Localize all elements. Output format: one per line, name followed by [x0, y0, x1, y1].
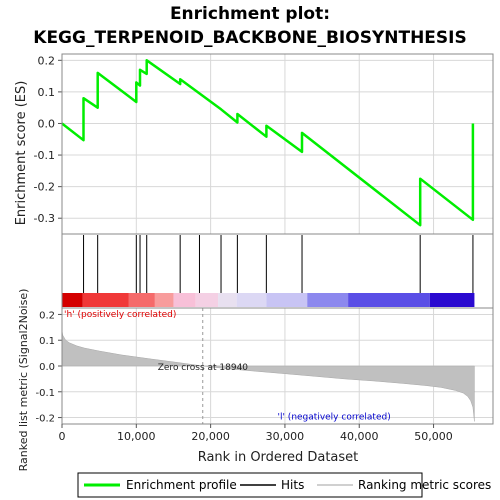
- legend-enrichment-label: Enrichment profile: [126, 478, 237, 492]
- metric-y-tick-label: -0.2: [35, 414, 55, 425]
- es-y-axis-label: Enrichment score (ES): [14, 81, 29, 226]
- ranking-color-band-segment: [236, 293, 267, 307]
- es-y-tick-label: -0.1: [34, 149, 55, 162]
- es-y-tick-label: 0.0: [38, 117, 56, 130]
- ranked-metric-panel: 0.2 0.1 0.0 -0.1 -0.2 Zero cross at 18940 'h' …: [35, 307, 494, 443]
- ranking-color-band-segment: [348, 293, 430, 307]
- ranking-color-band-segment: [195, 293, 219, 307]
- ranking-color-band-segment: [62, 293, 83, 307]
- ranking-color-band-segment: [307, 293, 349, 307]
- legend: Enrichment profile Hits Ranking metric s…: [77, 472, 491, 498]
- metric-y-tick-label: 0.0: [39, 362, 55, 373]
- es-y-tick-label: -0.3: [34, 212, 55, 225]
- metric-y-tick-label: -0.1: [35, 388, 55, 399]
- ranking-color-band-segment: [429, 293, 475, 307]
- enrichment-profile-line: [61, 59, 475, 227]
- es-plot-background: [62, 54, 493, 234]
- ranking-color-band-segment: [128, 293, 155, 307]
- hits-panel: [61, 233, 494, 309]
- ranking-color-band-segment: [218, 293, 237, 307]
- legend-box: [77, 472, 423, 498]
- x-tick-label: 20,000: [191, 430, 230, 443]
- chart-title-line1: Enrichment plot:: [170, 4, 330, 24]
- metric-y-tick-label: 0.1: [39, 336, 55, 347]
- es-y-tick-label: 0.1: [38, 86, 56, 99]
- x-tick-label: 0: [59, 430, 66, 443]
- x-tick-label: 50,000: [414, 430, 453, 443]
- zero-cross-label: Zero cross at 18940: [158, 363, 249, 373]
- x-tick-label: 40,000: [340, 430, 379, 443]
- x-tick-label: 30,000: [266, 430, 305, 443]
- x-tick-label: 10,000: [117, 430, 156, 443]
- enrichment-score-panel: 0.2 0.1 0.0 -0.1 -0.2 -0.3: [34, 53, 494, 235]
- ranking-color-band-segment: [173, 293, 196, 307]
- es-y-tick-label: -0.2: [34, 181, 55, 194]
- legend-hits-label: Hits: [281, 478, 304, 492]
- ranking-color-band-segment: [82, 293, 129, 307]
- positive-correlation-label: 'h' (positively correlated): [64, 310, 176, 320]
- ranking-metric-area: [61, 329, 475, 422]
- metric-y-tick-label: 0.2: [39, 310, 55, 321]
- legend-metric-label: Ranking metric scores: [358, 478, 491, 492]
- es-y-tick-label: 0.2: [38, 54, 56, 67]
- metric-plot-frame: [61, 307, 494, 425]
- metric-y-axis-label: Ranked list metric (Signal2Noise): [17, 289, 30, 472]
- ranking-color-band-segment: [266, 293, 308, 307]
- ranking-color-band-segment: [154, 293, 174, 307]
- chart-title-line2: KEGG_TERPENOID_BACKBONE_BIOSYNTHESIS: [33, 28, 466, 48]
- x-axis-label: Rank in Ordered Dataset: [198, 450, 359, 465]
- negative-correlation-label: 'l' (negatively correlated): [278, 413, 391, 423]
